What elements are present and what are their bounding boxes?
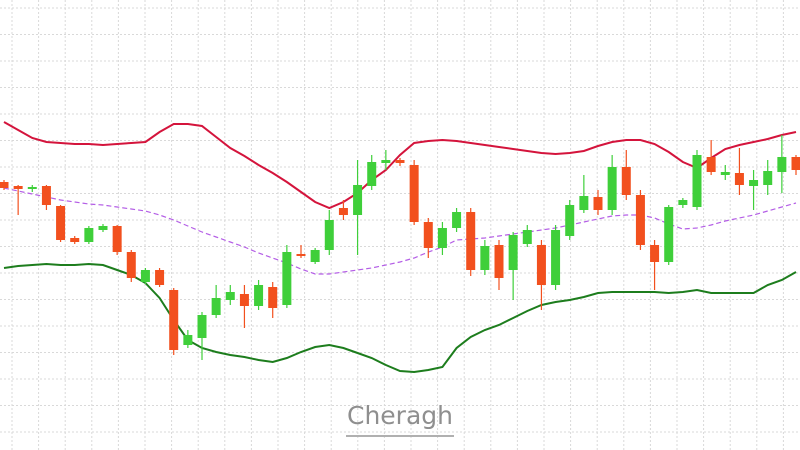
candle-body bbox=[324, 220, 334, 250]
candle-body bbox=[381, 160, 391, 163]
candle-body bbox=[395, 160, 405, 163]
candle-body bbox=[593, 197, 603, 210]
candle-body bbox=[282, 252, 292, 305]
plot bbox=[0, 121, 800, 374]
candle-body bbox=[56, 206, 66, 240]
candle-body bbox=[720, 172, 730, 175]
candle-body bbox=[466, 212, 476, 270]
candle-body bbox=[296, 254, 306, 256]
candle-body bbox=[692, 155, 702, 207]
candle-body bbox=[763, 171, 773, 185]
candle-body bbox=[480, 246, 490, 270]
candle-body bbox=[423, 222, 433, 248]
candle-body bbox=[98, 226, 108, 230]
candle-body bbox=[211, 298, 221, 315]
candle-body bbox=[650, 245, 660, 262]
candle-body bbox=[338, 208, 348, 215]
candle-body bbox=[367, 162, 377, 186]
candle-body bbox=[225, 292, 235, 300]
candle-body bbox=[41, 186, 51, 205]
candle-body bbox=[635, 195, 645, 245]
candle-body bbox=[27, 187, 37, 189]
candle-body bbox=[749, 180, 759, 186]
candle-body bbox=[112, 226, 122, 252]
candle-body bbox=[706, 157, 716, 172]
candle-body bbox=[268, 287, 278, 308]
candle-body bbox=[678, 200, 688, 205]
candle-body bbox=[508, 235, 518, 270]
candle-body bbox=[734, 173, 744, 185]
candle-body bbox=[310, 250, 320, 262]
candle-body bbox=[565, 205, 575, 236]
candle-body bbox=[551, 230, 561, 285]
band-line bbox=[3, 262, 797, 374]
candle-body bbox=[607, 167, 617, 210]
candle-body bbox=[254, 285, 264, 306]
candle-body bbox=[536, 245, 546, 285]
candle-body bbox=[437, 228, 447, 248]
watermark: Cheragh bbox=[347, 401, 453, 430]
candle-body bbox=[140, 270, 150, 282]
candle-body bbox=[791, 157, 800, 170]
candle-body bbox=[183, 335, 193, 345]
candle-body bbox=[0, 182, 9, 188]
candle-body bbox=[522, 230, 532, 244]
band-line bbox=[3, 187, 797, 275]
band-line bbox=[3, 121, 797, 210]
candle-body bbox=[169, 290, 179, 350]
candle-body bbox=[409, 165, 419, 222]
candle-body bbox=[621, 167, 631, 195]
candle-body bbox=[155, 270, 165, 285]
candle-body bbox=[84, 228, 94, 242]
candle-body bbox=[13, 186, 23, 189]
candle-body bbox=[239, 294, 249, 306]
candle-body bbox=[70, 238, 80, 242]
candle-body bbox=[664, 207, 674, 262]
candle-body bbox=[353, 185, 363, 215]
candle-body bbox=[126, 252, 136, 278]
candle-body bbox=[579, 196, 589, 210]
candle-body bbox=[494, 245, 504, 278]
candle-body bbox=[197, 315, 207, 338]
candle-body bbox=[452, 212, 462, 228]
candle-body bbox=[777, 157, 787, 172]
